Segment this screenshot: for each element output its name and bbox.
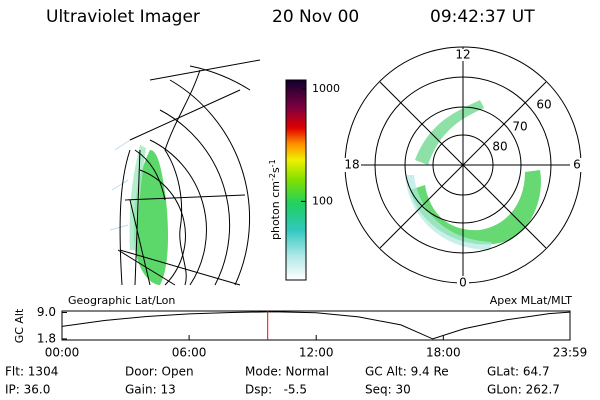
geo-map — [109, 59, 261, 286]
x-tick-label: 00:00 — [45, 346, 80, 360]
colorbar-label: photon cm-2s-1 — [268, 159, 283, 240]
x-tick-label: 18:00 — [426, 346, 461, 360]
time: 09:42:37 UT — [430, 7, 535, 27]
info-field: GC Alt: 9.4 Re — [365, 365, 449, 379]
altitude-line — [61, 311, 571, 340]
mlt-label: 0 — [459, 276, 467, 290]
lat-label: 70 — [512, 120, 527, 134]
mlt-label: 18 — [344, 158, 359, 172]
map-title: Apex MLat/MLT — [490, 294, 573, 307]
info-field: IP: 36.0 — [5, 383, 50, 397]
y-tick-label: 9.0 — [37, 305, 56, 319]
y-tick-label: 1.8 — [37, 331, 56, 345]
mlt-label: 6 — [573, 158, 581, 172]
colorbar-tick-label: 1000 — [312, 82, 340, 95]
lat-label: 80 — [492, 140, 507, 154]
map-title: Geographic Lat/Lon — [68, 294, 175, 307]
lat-label: 60 — [536, 98, 551, 112]
y-axis-label: GC Alt — [13, 308, 26, 343]
info-field: Mode: Normal — [245, 365, 329, 379]
info-field: Door: Open — [125, 365, 194, 379]
info-field: Gain: 13 — [125, 383, 176, 397]
mlt-label: 12 — [455, 48, 470, 62]
colorbar — [285, 79, 307, 281]
x-tick-label: 12:00 — [299, 346, 334, 360]
info-field: Seq: 30 — [365, 383, 411, 397]
info-field: GLon: 262.7 — [487, 383, 560, 397]
unit: s — [269, 167, 282, 173]
colorbar-tick-label: 100 — [312, 194, 333, 207]
title: Ultraviolet Imager — [46, 7, 200, 27]
info-field: GLat: 64.7 — [487, 365, 550, 379]
unit-exp: -1 — [268, 159, 277, 167]
unit-exp: -2 — [268, 173, 277, 181]
x-tick-label: 23:59 — [553, 346, 588, 360]
date: 20 Nov 00 — [272, 7, 359, 27]
info-field: Dsp: -5.5 — [245, 383, 307, 397]
unit: photon cm — [269, 181, 282, 240]
x-tick-label: 06:00 — [172, 346, 207, 360]
polar-plot — [343, 46, 584, 288]
info-field: Flt: 1304 — [5, 365, 58, 379]
